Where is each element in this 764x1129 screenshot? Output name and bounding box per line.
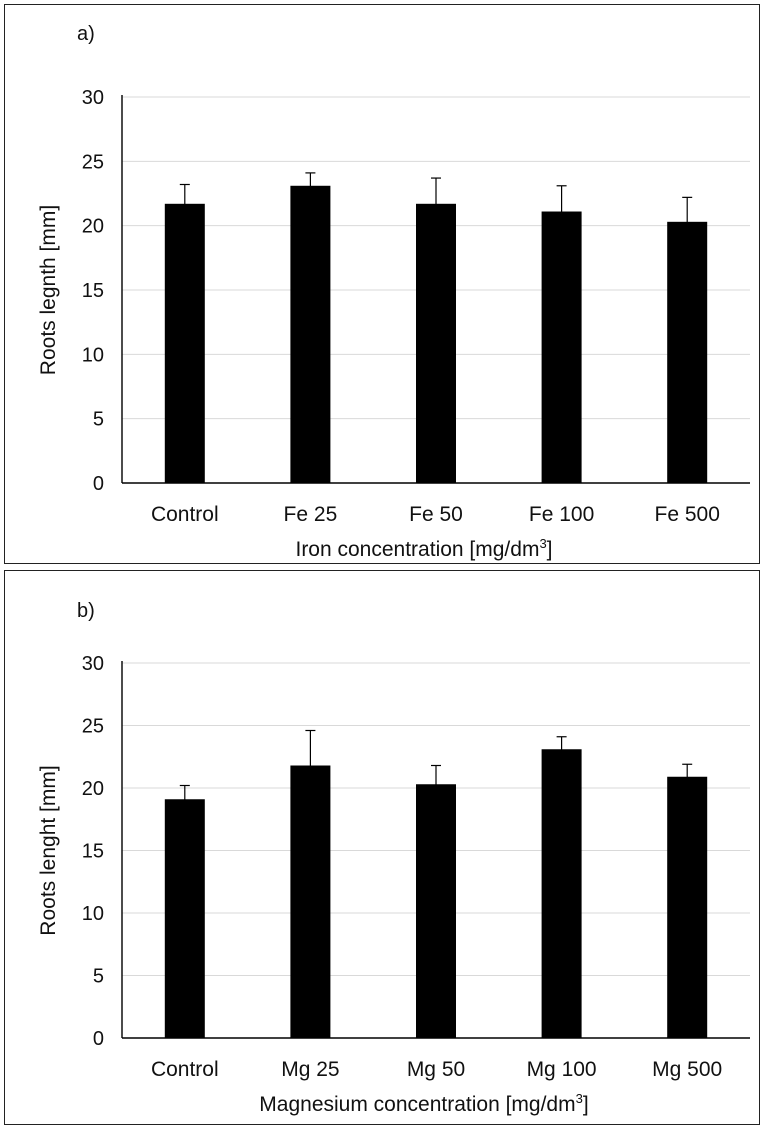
x-axis-title-text: Magnesium concentration [mg/dm <box>259 1093 575 1116</box>
x-axis-title: Iron concentration [mg/dm3] <box>295 536 552 561</box>
bar <box>416 784 456 1038</box>
y-tick-label: 5 <box>93 966 104 988</box>
panel-label: a) <box>77 23 95 45</box>
y-tick-label: 20 <box>82 216 104 238</box>
chart-panel-b: b) 0 5 10 15 20 25 30 Control Mg 25 Mg 50 Mg 100 Mg … <box>4 570 760 1125</box>
y-tick-label: 20 <box>82 778 104 800</box>
y-tick-label: 15 <box>82 841 104 863</box>
y-tick-label: 30 <box>82 653 104 675</box>
bar <box>416 203 456 483</box>
x-axis-title: Magnesium concentration [mg/dm3] <box>259 1091 588 1116</box>
y-axis-title: Roots legnth [mm] <box>37 205 60 375</box>
y-tick-label: 25 <box>82 716 104 738</box>
x-tick-label: Mg 100 <box>527 1058 597 1081</box>
x-axis-title-end: ] <box>583 1093 589 1116</box>
bar <box>290 765 331 1038</box>
y-tick-label: 0 <box>93 473 104 495</box>
bar <box>164 203 205 483</box>
x-tick-label: Control <box>151 1058 219 1081</box>
bar <box>667 221 708 483</box>
y-tick-label: 5 <box>93 409 104 431</box>
x-tick-label: Fe 100 <box>529 503 594 526</box>
y-tick-label: 10 <box>82 903 104 925</box>
x-axis-title-text: Iron concentration [mg/dm <box>295 538 539 561</box>
x-axis-title-superscript: 3 <box>576 1091 583 1106</box>
x-tick-label: Fe 500 <box>655 503 720 526</box>
y-tick-label: 10 <box>82 344 104 366</box>
bar <box>541 749 582 1038</box>
y-tick-label: 30 <box>82 87 104 109</box>
x-tick-label: Fe 25 <box>284 503 338 526</box>
x-tick-label: Fe 50 <box>409 503 463 526</box>
bar <box>290 185 331 483</box>
x-tick-label: Mg 25 <box>281 1058 339 1081</box>
x-tick-label: Control <box>151 503 219 526</box>
y-tick-label: 15 <box>82 280 104 302</box>
bar <box>667 776 708 1038</box>
bar <box>541 211 582 483</box>
chart-panel-a: a) 0 5 10 15 20 25 30 Control Fe 25 Fe 50 Fe 100 Fe … <box>4 4 760 564</box>
y-tick-label: 0 <box>93 1028 104 1050</box>
x-axis-title-end: ] <box>547 538 553 561</box>
y-tick-label: 25 <box>82 151 104 173</box>
y-axis-title: Roots lenght [mm] <box>37 765 60 935</box>
bar <box>164 799 205 1038</box>
panel-label: b) <box>77 600 95 622</box>
x-tick-label: Mg 50 <box>407 1058 465 1081</box>
x-tick-label: Mg 500 <box>652 1058 722 1081</box>
x-axis-title-superscript: 3 <box>539 536 546 551</box>
chart-b-svg: b) 0 5 10 15 20 25 30 Control Mg 25 Mg 50 Mg 100 Mg … <box>37 600 750 1116</box>
chart-a-svg: a) 0 5 10 15 20 25 30 Control Fe 25 Fe 50 Fe 100 Fe … <box>37 23 750 561</box>
